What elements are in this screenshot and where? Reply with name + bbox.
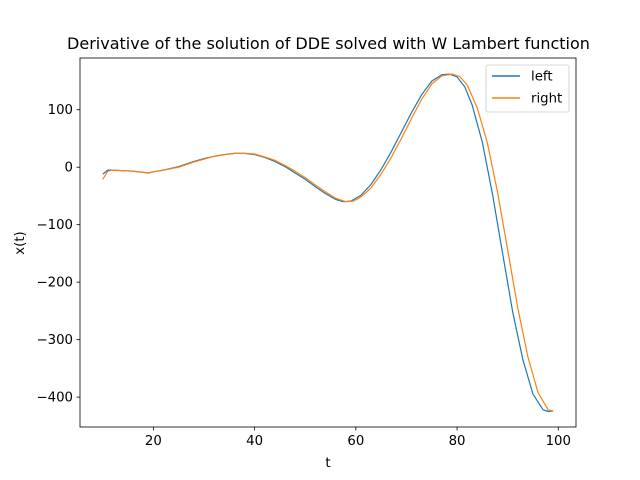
y-axis-label: x(t) bbox=[13, 231, 28, 254]
x-tick-label: 60 bbox=[347, 434, 364, 449]
x-axis-label: t bbox=[325, 456, 330, 471]
legend-label-left: left bbox=[531, 70, 553, 85]
y-tick-label: −100 bbox=[36, 218, 73, 233]
y-tick-label: 100 bbox=[48, 103, 73, 118]
x-tick-label: 100 bbox=[546, 434, 571, 449]
series-line-right bbox=[102, 73, 554, 412]
legend-label-right: right bbox=[531, 92, 562, 107]
chart-title: Derivative of the solution of DDE solved… bbox=[67, 34, 590, 53]
series-line-left bbox=[102, 73, 554, 413]
x-tick-label: 40 bbox=[246, 434, 263, 449]
y-tick-label: 0 bbox=[65, 161, 73, 176]
y-tick-label: −300 bbox=[36, 333, 73, 348]
y-tick-label: −400 bbox=[36, 391, 73, 406]
y-axis: 100 0 −100 −200 −300 −400 bbox=[36, 103, 80, 406]
legend: left right bbox=[485, 64, 570, 113]
x-tick-label: 20 bbox=[145, 434, 162, 449]
y-tick-label: −200 bbox=[36, 276, 73, 291]
x-tick-label: 80 bbox=[449, 434, 466, 449]
plot-area bbox=[102, 73, 554, 413]
x-axis: 20 40 60 80 100 bbox=[145, 427, 571, 449]
plot-frame bbox=[79, 57, 577, 428]
